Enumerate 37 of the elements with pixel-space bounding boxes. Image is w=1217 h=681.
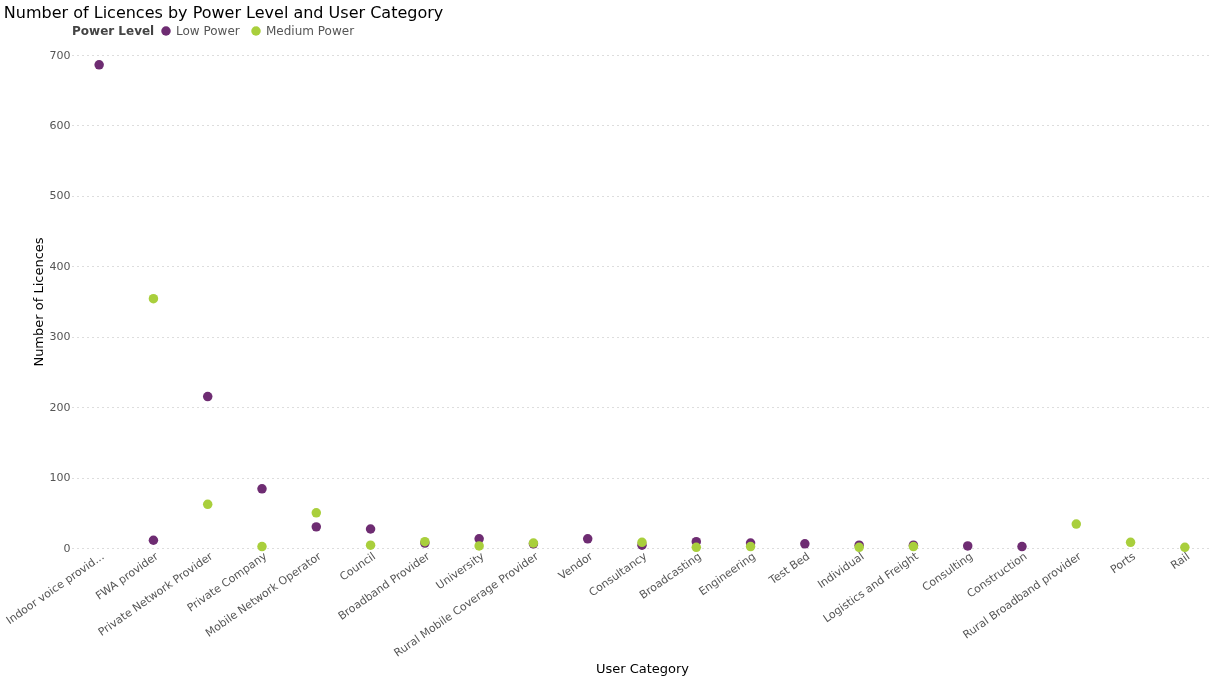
point xyxy=(257,541,267,552)
x-tick-label: Rail xyxy=(1168,549,1193,572)
chart-title: Number of Licences by Power Level and User Category xyxy=(3,3,444,22)
point xyxy=(311,522,322,532)
y-tick-label: 500 xyxy=(49,189,71,203)
legend-title: Power Level xyxy=(72,24,155,38)
point xyxy=(1017,541,1027,552)
legend-label: Medium Power xyxy=(266,24,355,38)
point xyxy=(474,541,484,551)
point xyxy=(202,391,213,402)
point xyxy=(1125,537,1136,548)
point xyxy=(257,484,267,494)
y-tick-label: 400 xyxy=(49,259,71,273)
point xyxy=(365,540,376,550)
y-tick-label: 700 xyxy=(49,48,71,62)
point xyxy=(582,534,593,544)
y-tick-label: 300 xyxy=(49,330,71,344)
x-tick-label: Test Bed xyxy=(765,549,813,588)
point xyxy=(1071,519,1082,529)
y-tick-label: 100 xyxy=(49,471,71,485)
point xyxy=(311,508,322,518)
point xyxy=(800,539,810,549)
point xyxy=(745,541,756,552)
point xyxy=(962,541,973,551)
x-axis-title: User Category xyxy=(595,660,690,676)
point xyxy=(94,60,104,70)
y-axis-title: Number of Licences xyxy=(30,237,46,367)
point xyxy=(1180,542,1190,553)
y-tick-label: 600 xyxy=(49,118,71,132)
y-tick-label: 200 xyxy=(49,400,71,414)
point xyxy=(365,524,376,534)
point xyxy=(202,499,213,510)
point xyxy=(691,542,702,553)
y-tick-label: 0 xyxy=(63,541,71,555)
legend-label: Low Power xyxy=(176,24,240,38)
point xyxy=(148,293,159,304)
point xyxy=(148,535,159,545)
